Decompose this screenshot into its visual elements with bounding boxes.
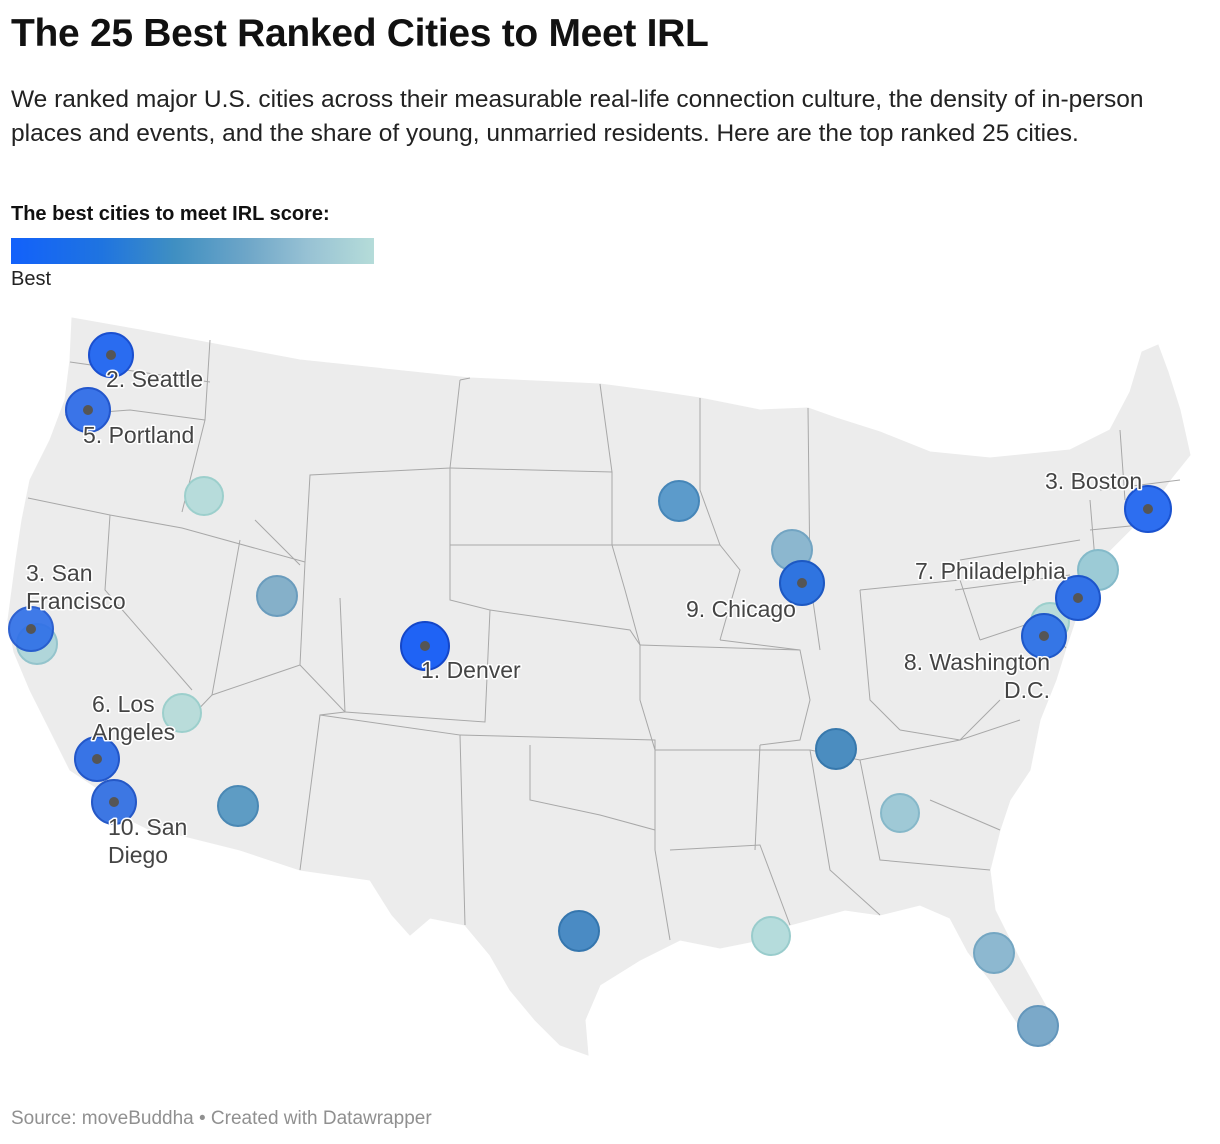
city-marker[interactable] [973,932,1015,974]
city-san-diego[interactable] [91,779,137,825]
city-los-angeles[interactable] [74,736,120,782]
city-marker[interactable] [658,480,700,522]
city-boston[interactable] [1124,485,1172,533]
city-denver[interactable] [400,621,450,671]
legend-best-label: Best [11,268,52,290]
city-marker[interactable] [217,785,259,827]
city-seattle[interactable] [88,332,134,378]
legend-title: The best cities to meet IRL score: [11,203,330,225]
city-marker[interactable] [184,476,224,516]
city-philadelphia[interactable] [1055,575,1101,621]
label-denver: 1. Denver [421,657,521,683]
label-seattle: 2. Seattle [106,366,203,392]
city-markers [8,332,1172,1047]
city-chicago[interactable] [779,560,825,606]
label-portland: 5. Portland [83,422,194,448]
city-marker[interactable] [815,728,857,770]
label-chicago: 9. Chicago [686,596,796,622]
city-portland[interactable] [65,387,111,433]
city-marker[interactable] [751,916,791,956]
label-los-angeles: 6. Los Angeles [92,691,175,745]
us-map: 2. Seattle 5. Portland 3. San Francisco 1… [7,317,1191,1056]
label-philadelphia: 7. Philadelphia [915,558,1066,584]
label-washington-dc: 8. Washington D.C. [904,649,1050,703]
legend-gradient-bar [11,238,374,264]
label-boston: 3. Boston [1045,468,1142,494]
city-san-francisco[interactable] [8,606,54,652]
city-marker[interactable] [162,693,202,733]
city-marker[interactable] [880,793,920,833]
city-labels: 2. Seattle 5. Portland 3. San Francisco 1… [25,365,1144,870]
city-marker[interactable] [558,910,600,952]
label-san-diego: 10. San Diego [108,814,187,868]
chart-subtitle: We ranked major U.S. cities across their… [11,86,1144,147]
source-note: Source: moveBuddha • Created with Datawr… [11,1108,432,1129]
chart-title: The 25 Best Ranked Cities to Meet IRL [11,12,709,55]
city-marker[interactable] [256,575,298,617]
city-marker[interactable] [1017,1005,1059,1047]
city-washington-dc[interactable] [1021,613,1067,659]
label-san-francisco: 3. San Francisco [26,560,126,614]
